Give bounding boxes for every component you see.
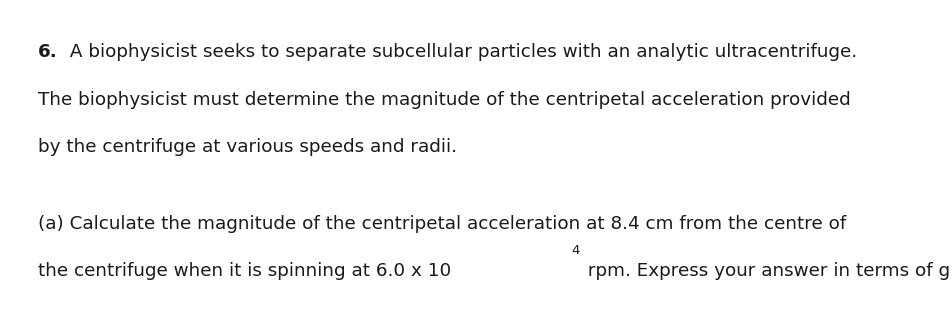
Text: A biophysicist seeks to separate subcellular particles with an analytic ultracen: A biophysicist seeks to separate subcell… [64,43,856,61]
Text: by the centrifuge at various speeds and radii.: by the centrifuge at various speeds and … [38,138,457,156]
Text: the centrifuge when it is spinning at 6.0 x 10: the centrifuge when it is spinning at 6.… [38,262,451,280]
Text: The biophysicist must determine the magnitude of the centripetal acceleration pr: The biophysicist must determine the magn… [38,91,850,109]
Text: 4: 4 [571,244,579,257]
Text: 6.: 6. [38,43,58,61]
Text: (a) Calculate the magnitude of the centripetal acceleration at 8.4 cm from the c: (a) Calculate the magnitude of the centr… [38,215,845,233]
Text: rpm. Express your answer in terms of g.: rpm. Express your answer in terms of g. [582,262,952,280]
